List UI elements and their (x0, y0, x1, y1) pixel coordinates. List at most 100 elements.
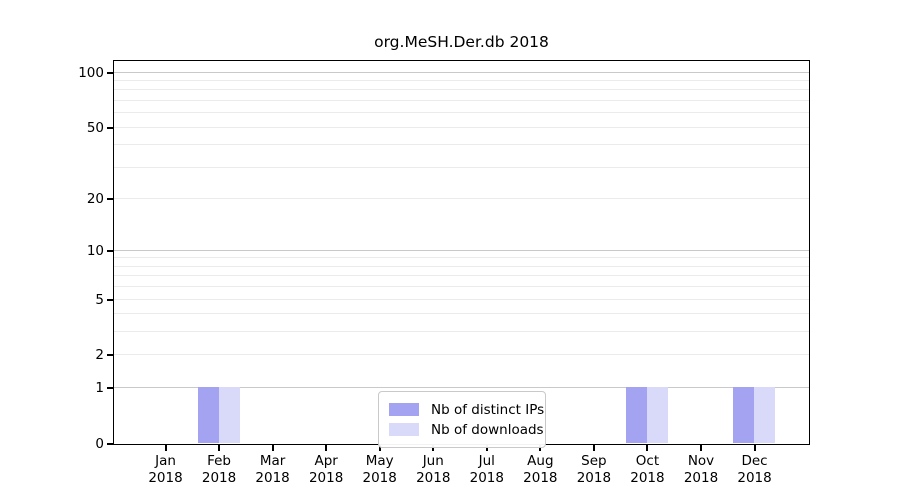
minor-gridline (114, 144, 809, 146)
y-tick-mark (107, 126, 113, 129)
y-tick-label: 50 (86, 119, 104, 136)
x-tick-label: Jan 2018 (131, 453, 201, 486)
y-tick-label: 100 (78, 64, 104, 81)
x-tick-mark (378, 445, 381, 451)
x-tick-mark (271, 445, 274, 451)
x-tick-label: Oct 2018 (612, 453, 682, 486)
x-tick-label: May 2018 (345, 453, 415, 486)
y-tick-label: 0 (95, 435, 104, 452)
x-tick-month: Dec (741, 453, 768, 469)
legend-swatch (389, 423, 419, 436)
y-tick-label: 10 (86, 242, 104, 259)
x-tick-label: Mar 2018 (238, 453, 308, 486)
bar-oct-downloads (646, 387, 668, 443)
y-tick-label: 1 (95, 379, 104, 396)
legend-label: Nb of downloads (431, 421, 544, 438)
x-tick-month: Apr (314, 453, 338, 469)
x-tick-month: Feb (207, 453, 231, 469)
x-tick-label: Jul 2018 (452, 453, 522, 486)
legend-label: Nb of distinct IPs (431, 401, 545, 418)
x-tick-year: 2018 (683, 469, 719, 486)
x-tick-label: Sep 2018 (559, 453, 629, 486)
y-tick-mark (107, 354, 113, 357)
minor-gridline (114, 313, 809, 315)
minor-gridline (114, 99, 809, 101)
x-tick-label: Apr 2018 (291, 453, 361, 486)
y-tick-label: 2 (95, 347, 104, 364)
minor-gridline (114, 331, 809, 333)
plot-area (113, 60, 810, 445)
y-tick-mark (107, 197, 113, 200)
x-tick-year: 2018 (469, 469, 504, 486)
x-tick-month: Jan (155, 453, 176, 469)
minor-gridline (114, 286, 809, 288)
major-gridline (114, 71, 809, 73)
y-tick-mark (107, 71, 113, 74)
x-tick-label: Jun 2018 (398, 453, 468, 486)
x-tick-mark (700, 445, 702, 451)
x-tick-label: Aug 2018 (505, 453, 575, 486)
x-tick-month: Mar (259, 453, 286, 469)
legend: Nb of distinct IPs Nb of downloads (378, 391, 546, 448)
major-gridline (114, 249, 809, 251)
chart-title: org.MeSH.Der.db 2018 (374, 33, 549, 51)
x-tick-mark (539, 445, 542, 451)
x-tick-mark (753, 445, 756, 451)
major-gridline (114, 386, 809, 388)
bars-layer (114, 61, 809, 444)
minor-gridline (114, 265, 809, 267)
x-tick-month: Aug (527, 453, 554, 469)
bar-dec-distinct-ips (733, 387, 755, 443)
bar-oct-distinct-ips (625, 387, 647, 443)
x-tick-year: 2018 (201, 469, 237, 486)
minor-gridline (114, 112, 809, 114)
x-tick-mark (592, 445, 595, 451)
y-tick-mark (107, 298, 113, 301)
x-tick-month: Jul (478, 453, 495, 469)
minor-gridline (114, 166, 809, 168)
x-tick-year: 2018 (255, 469, 290, 486)
legend-item-downloads: Nb of downloads (389, 421, 544, 438)
x-tick-label: Feb 2018 (184, 453, 254, 486)
x-tick-label: Dec 2018 (720, 453, 790, 486)
minor-gridline (114, 126, 809, 128)
x-tick-month: May (365, 453, 394, 469)
x-tick-year: 2018 (576, 469, 612, 486)
minor-gridline (114, 275, 809, 277)
x-tick-month: Sep (581, 453, 607, 469)
y-tick-label: 5 (95, 291, 104, 308)
x-tick-year: 2018 (308, 469, 344, 486)
y-tick-label: 20 (86, 190, 104, 207)
legend-item-distinct-ips: Nb of distinct IPs (389, 401, 544, 418)
bar-feb-downloads (218, 387, 240, 443)
minor-gridline (114, 89, 809, 91)
gridlines-layer (114, 61, 809, 444)
y-tick-mark (107, 442, 113, 445)
x-tick-mark (164, 445, 167, 451)
x-tick-label: Nov 2018 (666, 453, 736, 486)
x-tick-year: 2018 (523, 469, 558, 486)
minor-gridline (114, 197, 809, 199)
minor-gridline (114, 298, 809, 300)
x-tick-year: 2018 (148, 469, 183, 486)
x-tick-mark (646, 445, 649, 451)
x-tick-year: 2018 (737, 469, 772, 486)
bar-dec-downloads (754, 387, 776, 443)
y-tick-mark (107, 386, 113, 389)
y-tick-mark (107, 249, 113, 252)
x-tick-month: Oct (635, 453, 660, 469)
x-tick-month: Jun (422, 453, 444, 469)
minor-gridline (114, 257, 809, 259)
legend-swatch (389, 403, 419, 416)
x-tick-mark (325, 445, 328, 451)
bar-feb-distinct-ips (197, 387, 219, 443)
x-tick-mark (432, 445, 435, 451)
x-tick-year: 2018 (416, 469, 451, 486)
x-tick-year: 2018 (362, 469, 397, 486)
minor-gridline (114, 354, 809, 356)
x-tick-mark (218, 445, 221, 451)
x-tick-month: Nov (687, 453, 715, 469)
minor-gridline (114, 80, 809, 81)
x-tick-year: 2018 (630, 469, 665, 486)
